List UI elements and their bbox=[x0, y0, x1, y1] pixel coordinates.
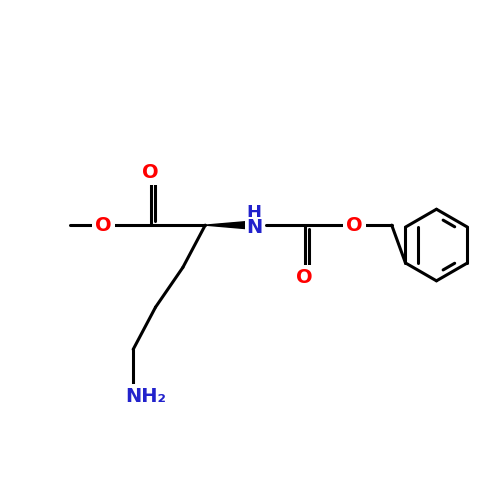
Text: O: O bbox=[95, 216, 112, 234]
Text: O: O bbox=[346, 216, 362, 234]
Text: N: N bbox=[246, 218, 262, 237]
Polygon shape bbox=[206, 222, 246, 228]
Text: H: H bbox=[246, 204, 262, 222]
Text: NH₂: NH₂ bbox=[125, 387, 166, 406]
Text: O: O bbox=[296, 268, 313, 287]
Text: O: O bbox=[142, 164, 159, 182]
